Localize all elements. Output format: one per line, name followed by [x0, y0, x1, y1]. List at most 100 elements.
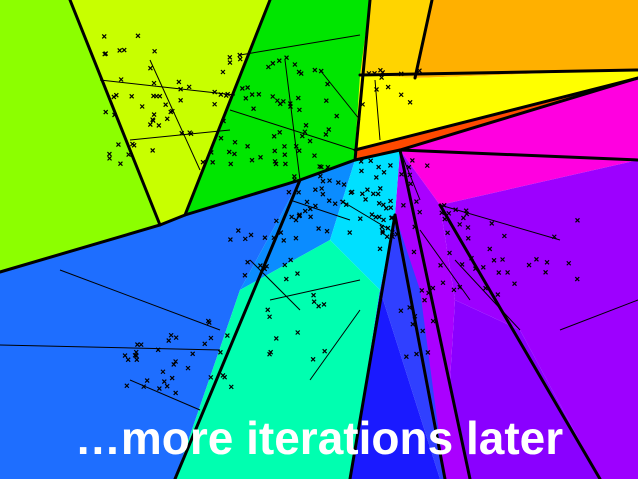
- sample-point-marker: [282, 262, 288, 268]
- sample-point-marker: [251, 106, 256, 112]
- sample-point-marker: [303, 122, 309, 128]
- sample-point-marker: [487, 246, 493, 252]
- sample-point-marker: [276, 58, 282, 64]
- sample-point-marker: [320, 178, 326, 184]
- region-purple-right: [440, 160, 638, 479]
- sample-point-marker: [249, 92, 255, 97]
- region-orange-top-right: [415, 0, 638, 78]
- sample-point-marker: [152, 48, 158, 54]
- sample-point-marker: [176, 79, 182, 85]
- sample-point-marker: [138, 342, 144, 348]
- region-magenta-right: [400, 78, 638, 205]
- sample-point-marker: [208, 374, 214, 380]
- sample-point-marker: [267, 314, 273, 320]
- sample-point-marker: [388, 205, 394, 211]
- sample-point-marker: [380, 228, 385, 234]
- sample-point-marker: [426, 290, 431, 296]
- sample-point-marker: [417, 209, 423, 215]
- sample-point-marker: [107, 155, 112, 161]
- sample-point-marker: [124, 383, 130, 389]
- sample-point-marker: [407, 99, 413, 105]
- sample-point-marker: [113, 92, 119, 98]
- sample-point-marker: [190, 351, 196, 357]
- sample-point-marker: [295, 95, 301, 101]
- sample-point-marker: [210, 159, 216, 165]
- sample-point-marker: [334, 113, 340, 119]
- sample-point-marker: [364, 187, 370, 193]
- sample-point-marker: [101, 34, 107, 39]
- boundary-line: [229, 109, 356, 151]
- sample-point-marker: [389, 230, 395, 235]
- sample-point-marker: [185, 365, 191, 371]
- slide-caption: …more iterations later: [74, 412, 564, 464]
- sample-point-marker: [307, 138, 313, 144]
- boundary-line: [269, 279, 361, 301]
- sample-point-marker: [270, 94, 276, 99]
- sample-point-marker: [296, 189, 302, 195]
- sample-point-marker: [340, 199, 346, 205]
- sample-point-marker: [406, 164, 412, 170]
- sample-point-marker: [256, 91, 262, 97]
- sample-point-marker: [453, 207, 459, 213]
- sample-point-marker: [385, 225, 391, 231]
- sample-point-marker: [272, 158, 278, 164]
- sample-point-marker: [480, 264, 486, 270]
- sample-point-marker: [147, 122, 153, 127]
- sample-point-marker: [156, 386, 162, 391]
- sample-point-marker: [173, 359, 179, 364]
- sample-point-marker: [447, 250, 452, 256]
- sample-point-marker: [112, 112, 117, 118]
- sample-point-marker: [335, 180, 341, 185]
- sample-point-marker: [226, 149, 232, 155]
- sample-point-marker: [224, 333, 230, 339]
- sample-point-marker: [311, 292, 316, 298]
- sample-point-marker: [409, 158, 415, 163]
- sample-point-marker: [387, 163, 393, 168]
- sample-point-marker: [451, 287, 457, 293]
- sample-point-marker: [441, 202, 447, 208]
- major-split-line: [398, 148, 472, 479]
- sample-point-marker: [505, 270, 511, 275]
- sample-point-marker: [208, 335, 214, 341]
- sample-point-marker: [293, 217, 299, 223]
- sample-point-marker: [245, 85, 251, 90]
- sample-point-marker: [377, 67, 383, 73]
- sample-point-marker: [169, 108, 175, 114]
- sample-point-marker: [118, 161, 123, 167]
- sample-point-marker: [202, 341, 208, 347]
- sample-point-marker: [388, 198, 393, 204]
- major-split-line: [173, 178, 302, 479]
- sample-point-marker: [292, 62, 298, 67]
- sample-point-marker: [495, 292, 501, 297]
- sample-point-marker: [377, 186, 383, 191]
- sample-point-marker: [308, 214, 314, 220]
- sample-point-marker: [317, 173, 323, 179]
- sample-point-marker: [121, 47, 127, 53]
- boundary-line: [239, 34, 361, 56]
- major-split-line: [393, 213, 447, 479]
- major-split-line: [358, 68, 638, 77]
- sample-point-marker: [245, 143, 251, 149]
- sample-point-marker: [212, 89, 218, 95]
- sample-point-marker: [237, 52, 243, 58]
- sample-point-marker: [376, 214, 382, 220]
- sample-point-marker: [442, 216, 448, 222]
- boundary-line: [0, 344, 221, 351]
- sample-point-marker: [501, 233, 507, 239]
- sample-point-marker: [282, 152, 288, 158]
- sample-point-marker: [312, 153, 317, 159]
- sample-point-marker: [408, 181, 414, 187]
- sample-point-marker: [422, 297, 427, 303]
- sample-point-marker: [318, 68, 324, 74]
- sample-point-marker: [232, 151, 237, 157]
- sample-point-marker: [271, 235, 277, 241]
- sample-point-marker: [107, 151, 112, 157]
- sample-point-marker: [534, 256, 539, 262]
- major-split-line: [398, 148, 638, 162]
- sample-point-marker: [173, 335, 179, 341]
- sample-point-marker: [376, 164, 382, 170]
- boundary-line: [559, 299, 638, 331]
- region-green-center: [185, 0, 370, 215]
- sample-point-marker: [242, 236, 248, 242]
